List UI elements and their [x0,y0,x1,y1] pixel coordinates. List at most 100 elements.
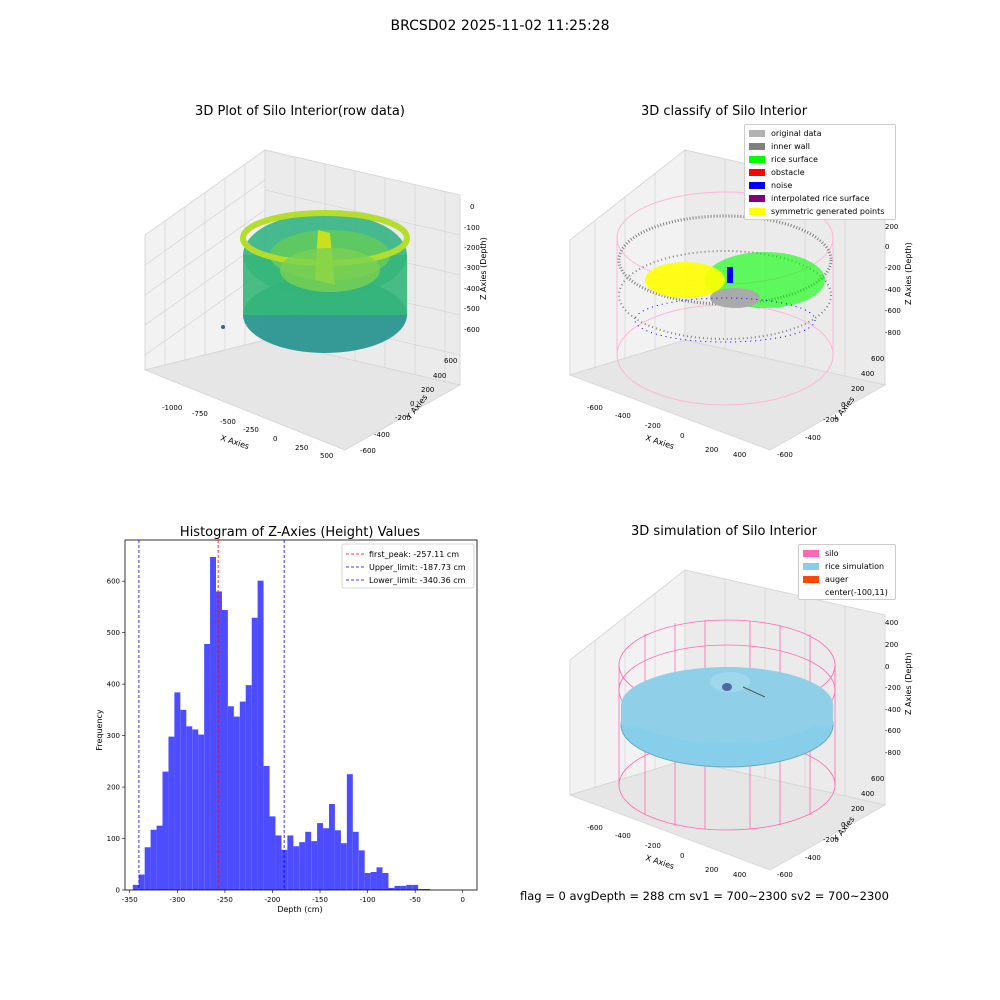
classify-z-tick: -400 [885,286,901,294]
histogram-x-tick-label: -100 [360,896,376,904]
classify-x-label: X Axies [644,433,675,451]
classify-z-tick: -200 [885,264,901,272]
raw-y-tick: 200 [421,386,434,394]
raw-x-tick: 250 [295,444,308,452]
raw-y-tick: -600 [360,447,376,455]
raw-x-tick: 0 [273,435,277,443]
histogram-bar [281,849,288,890]
simulation-3d-plot: -600 -400 -200 0 200 400 X Axies 600 400… [568,568,913,879]
histogram-y-label: Frequency [95,709,104,751]
classify-legend-label: obstacle [771,168,805,177]
classify-y-tick: -200 [823,416,839,424]
simulation-y-tick: 400 [861,790,874,798]
classify-legend-label: interpolated rice surface [771,194,870,203]
histogram-bar [334,830,341,890]
histogram-y-tick-label: 600 [107,578,120,586]
classify-z-label: Z Axies (Depth) [904,242,913,305]
classify-x-tick: 200 [705,446,718,454]
raw-z-tick: -300 [464,264,480,272]
histogram-legend-label: first_peak: -257.11 cm [369,550,459,559]
histogram-bar [204,643,211,890]
simulation-legend-label: center(-100,11) [825,588,888,597]
histogram-bar [150,829,157,890]
raw-x-label: X Axies [219,433,250,451]
raw-y-tick: -200 [395,414,411,422]
classify-y-tick: 600 [871,355,884,363]
classify-legend-item: rice surface [749,153,891,166]
histogram-bar [400,885,407,890]
histogram-legend-label: Lower_limit: -340.36 cm [369,576,466,585]
classify-z-tick: -600 [885,307,901,315]
raw-y-tick: 400 [433,372,446,380]
histogram-y-tick-label: 400 [107,681,120,689]
histogram-y-tick-label: 200 [107,784,120,792]
classify-legend-swatch [749,182,765,189]
histogram-bar [305,831,312,890]
raw-y-tick: 600 [444,357,457,365]
histogram-legend-label: Upper_limit: -187.73 cm [369,563,466,572]
histogram-bar [186,726,193,890]
classify-x-tick: 400 [733,451,746,459]
histogram-bar [239,701,246,890]
simulation-z-tick: 200 [885,641,898,649]
simulation-legend-label: silo [825,549,839,558]
classify-z-tick: 200 [885,223,898,231]
classify-z-tick: 0 [885,243,889,251]
histogram-y-tick-label: 100 [107,835,120,843]
histogram-legend [341,543,475,589]
simulation-legend-item: auger [803,573,891,586]
simulation-y-tick: 0 [841,821,845,829]
simulation-z-tick: 400 [885,619,898,627]
histogram-x-tick-label: -150 [312,896,328,904]
histogram-bar [168,736,175,890]
classify-x-tick: -200 [645,422,661,430]
simulation-y-tick: -400 [805,854,821,862]
histogram-bar [376,867,383,890]
classify-y-tick: 400 [861,370,874,378]
simulation-legend-swatch [803,550,819,557]
histogram-bar [340,843,347,890]
histogram-x-tick-label: -350 [122,896,138,904]
histogram-y-tick-label: 300 [107,732,120,740]
raw-x-tick: -250 [243,426,259,434]
raw-x-tick: -750 [192,410,208,418]
classify-z-tick: -800 [885,329,901,337]
classify-x-tick: 0 [680,432,684,440]
simulation-x-label: X Axies [644,853,675,871]
classify-legend-label: original data [771,129,822,138]
raw-z-tick: -600 [464,326,480,334]
classify-y-tick: 0 [841,401,845,409]
simulation-x-tick: -400 [615,832,631,840]
classify-legend: original data inner wall rice surface obsta… [744,124,896,220]
histogram-bar [216,591,222,890]
histogram-bar [227,706,234,890]
raw-z-tick: -100 [464,224,480,232]
raw-plot-title: 3D Plot of Silo Interior(row data) [195,104,405,119]
simulation-y-tick: -600 [777,871,793,879]
simulation-y-tick: 200 [851,805,864,813]
histogram-bar [245,685,252,890]
simulation-z-tick: -800 [885,749,901,757]
simulation-z-tick: -600 [885,727,901,735]
raw-z-label: Z Axies (Depth) [479,237,488,300]
raw-x-tick: -1000 [162,404,182,412]
histogram-title: Histogram of Z-Axies (Height) Values [180,525,420,540]
classify-legend-item: symmetric generated points [749,205,891,218]
rice-simulation-surface [620,667,834,768]
simulation-z-tick: -200 [885,684,901,692]
simulation-legend-label: auger [825,575,849,584]
classify-legend-label: inner wall [771,142,811,151]
histogram-bar [138,874,145,890]
histogram-bar [198,734,205,890]
histogram-bar [418,888,425,890]
histogram-bar [394,885,401,890]
classify-legend-swatch [749,130,765,137]
raw-z-tick: -500 [464,305,480,313]
simulation-legend-item: rice simulation [803,560,891,573]
simulation-z-tick: -400 [885,706,901,714]
classify-y-tick: -600 [777,451,793,459]
simulation-x-tick: 200 [705,866,718,874]
status-footer: flag = 0 avgDepth = 288 cm sv1 = 700~230… [520,889,889,903]
histogram-bar [174,692,181,890]
histogram-bar [180,709,187,890]
